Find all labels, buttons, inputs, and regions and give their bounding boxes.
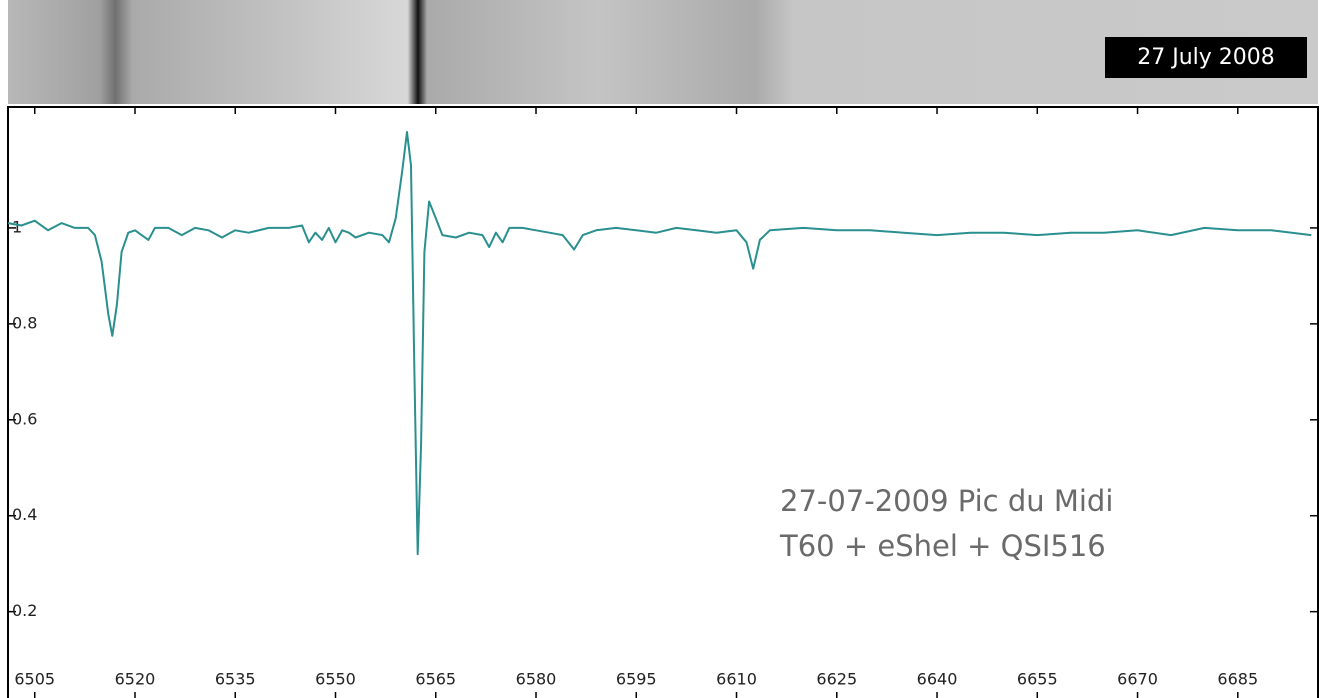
x-tick-label: 6625	[816, 670, 857, 689]
y-tick-label: 1	[12, 217, 22, 236]
x-tick-label: 6640	[917, 670, 958, 689]
x-tick-label: 6685	[1217, 670, 1258, 689]
x-tick-label: 6505	[14, 670, 55, 689]
y-tick-label: 0.2	[12, 601, 37, 620]
y-tick-label: 0.4	[12, 505, 37, 524]
y-tick-label: 0.6	[12, 409, 37, 428]
x-tick-label: 6655	[1017, 670, 1058, 689]
chart: 27 July 2008 27-07-2009 Pic du Midi T60 …	[0, 0, 1321, 698]
x-tick-label: 6520	[115, 670, 156, 689]
x-tick-label: 6565	[415, 670, 456, 689]
x-tick-label: 6595	[616, 670, 657, 689]
x-tick-label: 6610	[716, 670, 757, 689]
annotation: T60 + eShel + QSI516	[779, 529, 1106, 563]
plot-frame	[8, 107, 1318, 698]
date-label: 27 July 2008	[1137, 45, 1275, 70]
annotation: 27-07-2009 Pic du Midi	[780, 484, 1113, 518]
x-tick-label: 6550	[315, 670, 356, 689]
x-tick-label: 6670	[1117, 670, 1158, 689]
x-tick-label: 6580	[516, 670, 557, 689]
x-tick-label: 6535	[215, 670, 256, 689]
page: 27 July 2008 27-07-2009 Pic du Midi T60 …	[0, 0, 1321, 698]
y-tick-label: 0.8	[12, 313, 37, 332]
